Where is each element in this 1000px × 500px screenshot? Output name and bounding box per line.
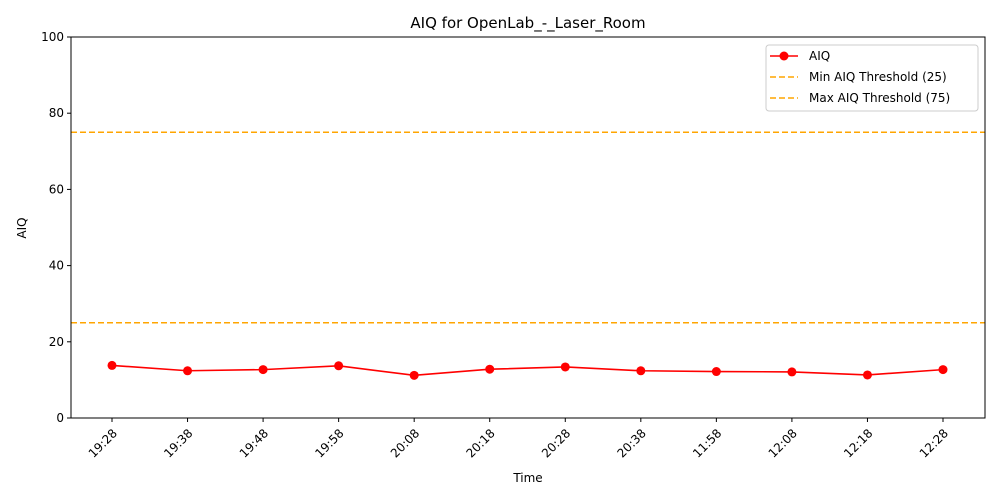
data-point: [107, 360, 117, 370]
legend: AIQ Min AIQ Threshold (25) Max AIQ Thresho…: [765, 44, 979, 112]
data-point: [862, 370, 872, 380]
legend-box: [765, 44, 979, 112]
y-tick-label: 100: [41, 30, 64, 44]
data-point: [636, 366, 646, 376]
data-point: [409, 370, 419, 380]
y-tick-label: 40: [49, 259, 64, 273]
y-tick-label: 0: [56, 411, 64, 425]
data-point: [560, 362, 570, 372]
legend-marker: [779, 51, 789, 61]
data-point: [258, 365, 268, 375]
x-axis-label: Time: [512, 471, 542, 485]
y-axis-label: AIQ: [15, 217, 29, 238]
data-point: [183, 366, 193, 376]
plot-frame: [70, 36, 986, 419]
y-tick-label: 20: [49, 335, 64, 349]
data-point: [938, 365, 948, 375]
data-point: [787, 367, 797, 377]
legend-label: Min AIQ Threshold (25): [809, 70, 947, 84]
data-point: [334, 361, 344, 371]
chart-title: AIQ for OpenLab_-_Laser_Room: [410, 14, 645, 33]
y-tick-label: 80: [49, 106, 64, 120]
data-point: [485, 364, 495, 374]
data-point: [711, 367, 721, 377]
legend-label: AIQ: [809, 49, 830, 63]
series-line: [111, 364, 944, 377]
legend-label: Max AIQ Threshold (75): [809, 91, 950, 105]
y-tick-label: 60: [49, 182, 64, 196]
